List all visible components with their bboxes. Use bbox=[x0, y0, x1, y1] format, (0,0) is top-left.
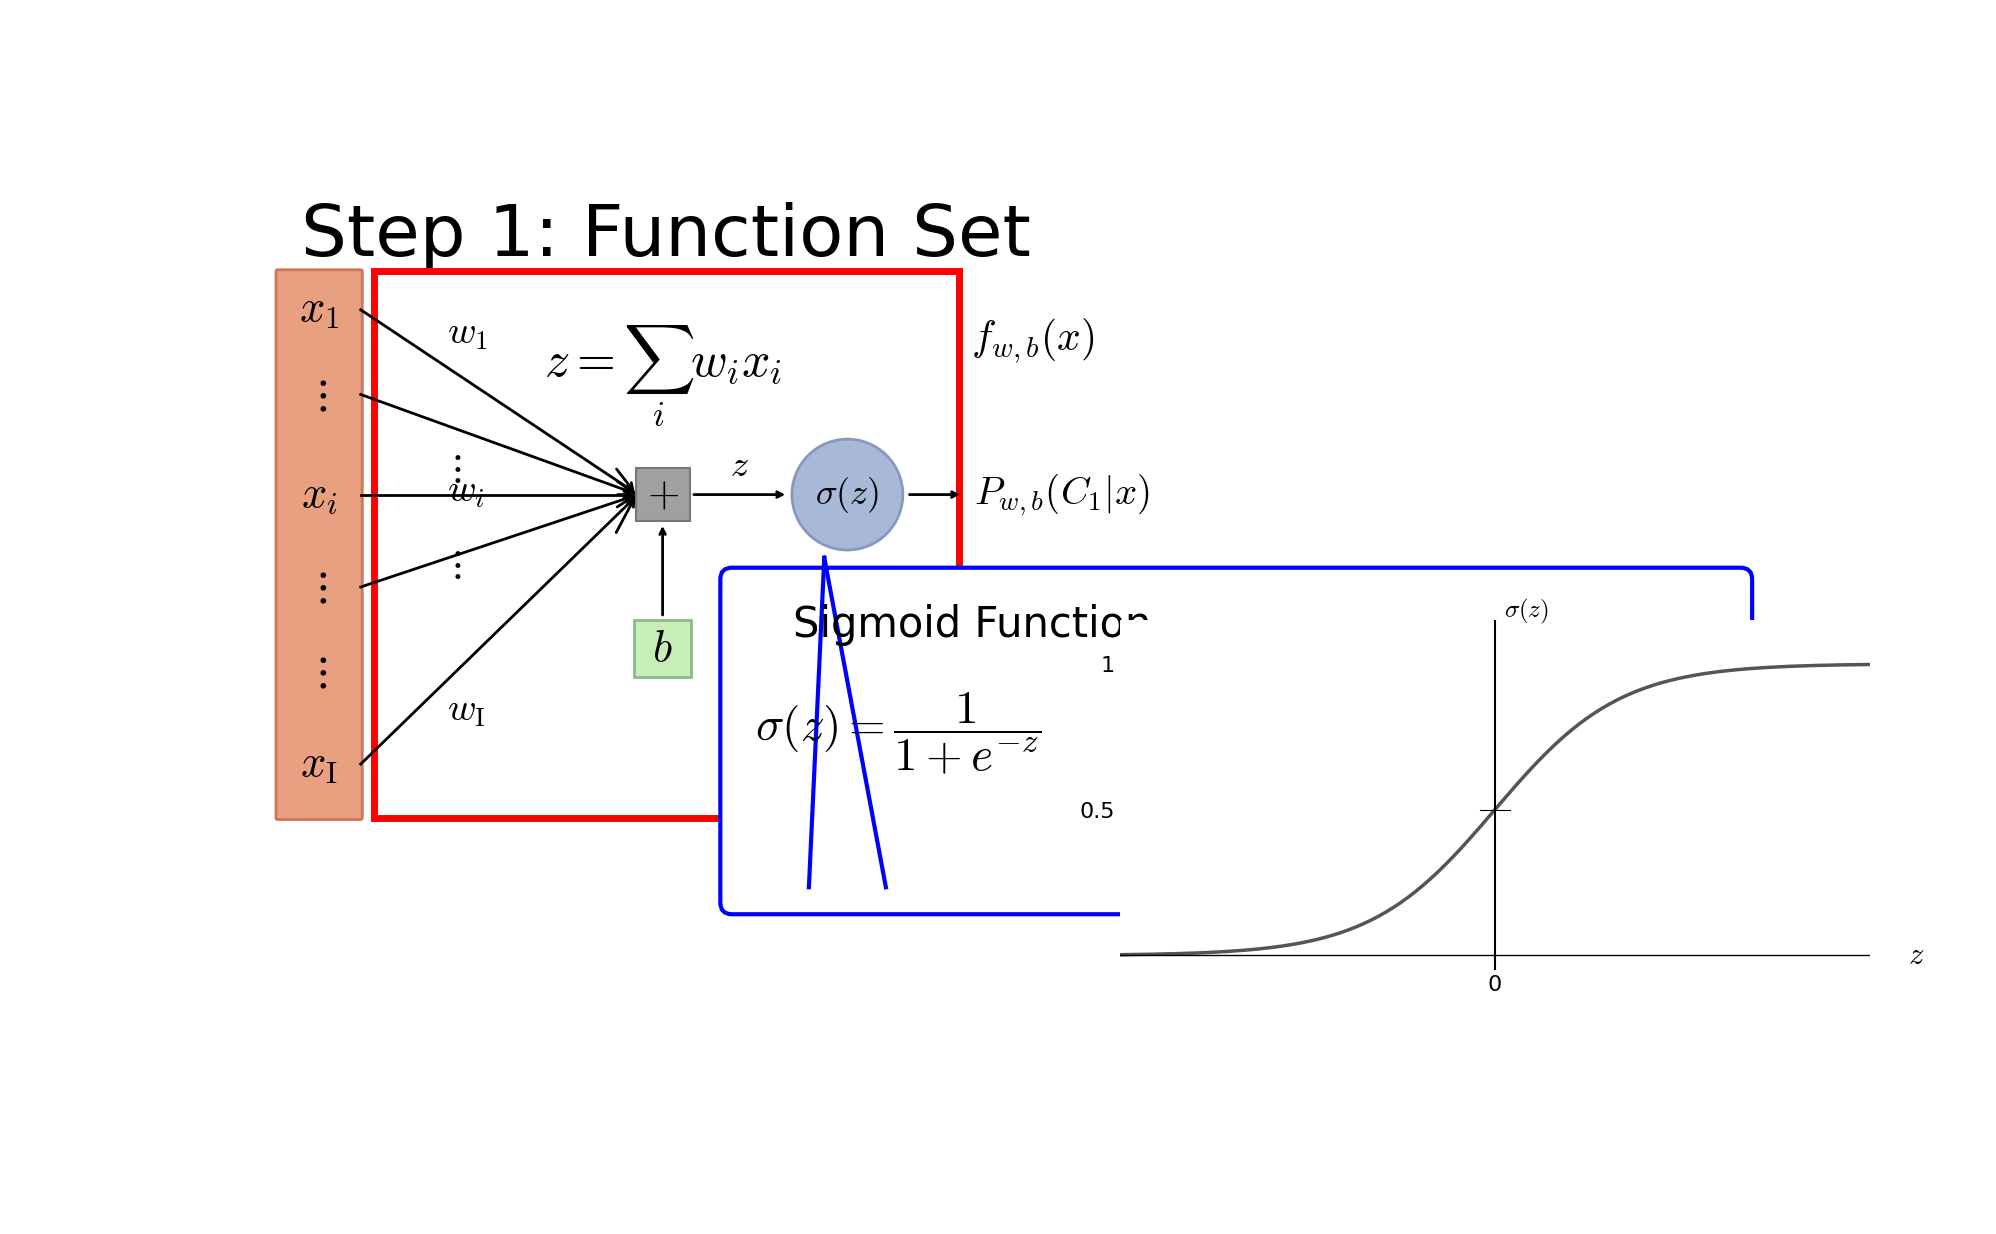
Text: $z$: $z$ bbox=[1908, 940, 1924, 970]
Circle shape bbox=[792, 439, 902, 550]
Text: $z = \sum_i w_i x_i$: $z = \sum_i w_i x_i$ bbox=[543, 323, 782, 428]
Text: $\vdots$: $\vdots$ bbox=[311, 373, 327, 416]
Text: $w_1$: $w_1$ bbox=[447, 313, 489, 352]
Text: $\sigma(z)$: $\sigma(z)$ bbox=[1505, 597, 1549, 626]
Text: $\vdots$: $\vdots$ bbox=[447, 449, 461, 486]
Text: $\sigma(z)$: $\sigma(z)$ bbox=[816, 475, 880, 515]
Polygon shape bbox=[808, 558, 886, 887]
Text: $w_i$: $w_i$ bbox=[447, 471, 485, 510]
Text: Step 1: Function Set: Step 1: Function Set bbox=[301, 202, 1030, 271]
Text: $f_{w,b}(x)$: $f_{w,b}(x)$ bbox=[970, 316, 1094, 365]
FancyBboxPatch shape bbox=[635, 621, 691, 677]
Text: $+$: $+$ bbox=[647, 474, 679, 516]
Text: $\vdots$: $\vdots$ bbox=[311, 650, 327, 694]
Text: $\sigma(z) = \dfrac{1}{1+e^{-z}}$: $\sigma(z) = \dfrac{1}{1+e^{-z}}$ bbox=[754, 690, 1042, 776]
Text: Sigmoid Function: Sigmoid Function bbox=[794, 605, 1152, 647]
Text: $\vdots$: $\vdots$ bbox=[311, 565, 327, 608]
Text: $x_1$: $x_1$ bbox=[299, 289, 339, 331]
Text: $z$: $z$ bbox=[731, 449, 748, 482]
Text: $b$: $b$ bbox=[653, 627, 673, 670]
FancyBboxPatch shape bbox=[275, 270, 363, 819]
Text: $P_{w,b}(C_1|x)$: $P_{w,b}(C_1|x)$ bbox=[974, 471, 1150, 518]
FancyBboxPatch shape bbox=[721, 568, 1752, 914]
FancyBboxPatch shape bbox=[637, 468, 689, 521]
Text: $w_\mathrm{I}$: $w_\mathrm{I}$ bbox=[447, 691, 485, 729]
Text: $\vdots$: $\vdots$ bbox=[447, 545, 461, 582]
Text: $x_\mathrm{I}$: $x_\mathrm{I}$ bbox=[299, 743, 337, 786]
Text: $x_i$: $x_i$ bbox=[301, 473, 337, 516]
